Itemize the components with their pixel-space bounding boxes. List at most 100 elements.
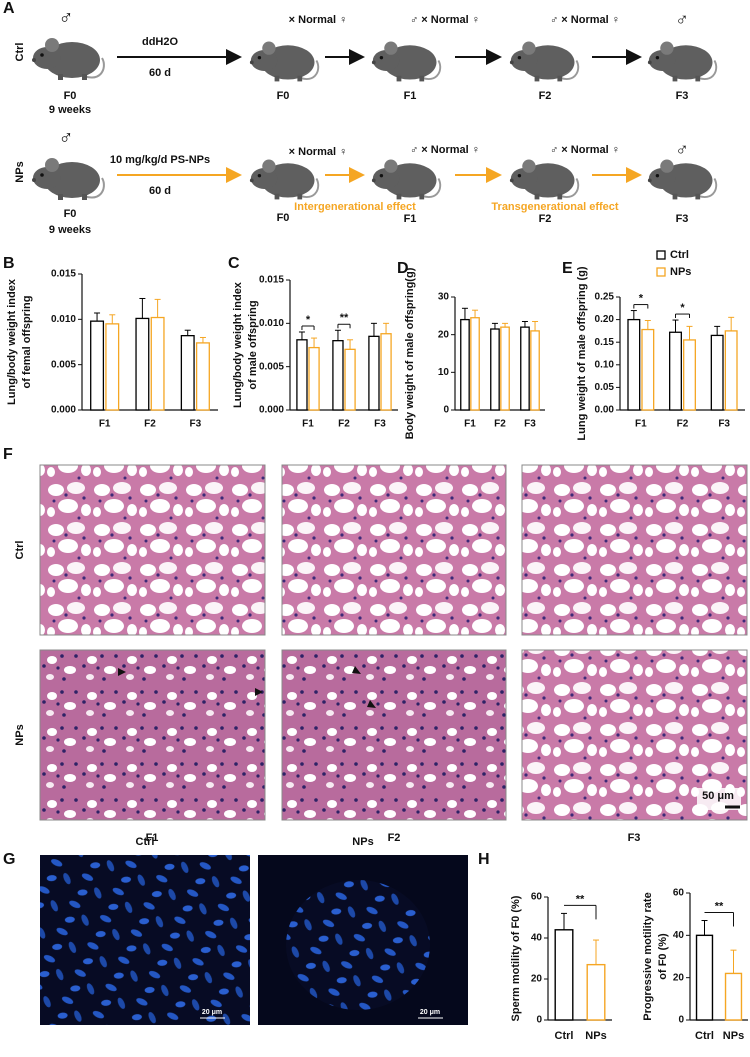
bar xyxy=(683,339,696,411)
generation: F1 xyxy=(404,213,417,225)
cross: ♂ × Normal ♀ xyxy=(550,144,620,156)
scale-bar-label: 20 μm xyxy=(202,1009,222,1016)
bar xyxy=(90,320,105,411)
y-axis-title: Sperm motility of F0 (%) xyxy=(510,895,522,1021)
column-label: F1 xyxy=(146,832,159,844)
bar xyxy=(724,330,738,411)
y-tick-label: 0 xyxy=(536,1015,542,1026)
cross: × Normal ♀ xyxy=(289,146,348,158)
bar xyxy=(344,348,356,411)
significance-label: * xyxy=(680,302,685,314)
y-tick-label: 0.10 xyxy=(595,359,615,370)
group-label: Ctrl xyxy=(14,43,26,62)
cross: ♂ × Normal ♀ xyxy=(550,14,620,26)
panel-label: D xyxy=(397,260,409,277)
y-tick-label: 20 xyxy=(673,972,685,983)
panel-label: E xyxy=(562,260,573,277)
x-tick-label: F2 xyxy=(144,419,156,430)
bar xyxy=(180,335,195,411)
panel-label: G xyxy=(3,851,15,868)
legend-swatch xyxy=(656,267,666,277)
y-tick-label: 0.000 xyxy=(259,405,284,416)
bar xyxy=(554,929,574,1021)
x-tick-label: F1 xyxy=(635,419,647,430)
y-tick-label: 0.25 xyxy=(595,292,615,303)
generation: F0 xyxy=(277,212,290,224)
y-axis-title: Lung/body weight index xyxy=(232,281,244,408)
micrograph xyxy=(40,855,250,1025)
scale-bar-label: 50 μm xyxy=(702,790,734,802)
x-tick-label: F1 xyxy=(302,419,314,430)
scheme-row: Ctrl ♂ ddH2O 60 d F0 9 weeks × Normal ♀ … xyxy=(14,6,718,116)
significance-label: ** xyxy=(576,893,585,905)
y-tick-label: 0.00 xyxy=(595,405,615,416)
effect-label: Transgenerational effect xyxy=(491,201,618,213)
micrograph xyxy=(281,464,507,636)
y-tick-label: 40 xyxy=(531,933,543,944)
bar xyxy=(308,346,320,411)
bar xyxy=(332,340,344,411)
y-axis-title: Body weight of male offspring(g) xyxy=(404,267,416,439)
x-tick-label: Ctrl xyxy=(695,1030,714,1042)
bar xyxy=(380,333,392,411)
y-tick-label: 20 xyxy=(438,329,450,340)
x-tick-label: F3 xyxy=(718,419,730,430)
y-axis-title: Lung/body weight index xyxy=(6,278,18,405)
scheme-row: NPs ♂ 10 mg/kg/d PS-NPs 60 d F0 9 weeks … xyxy=(14,126,718,236)
y-tick-label: 0.005 xyxy=(259,361,284,372)
column-label: NPs xyxy=(352,836,373,848)
significance-label: * xyxy=(306,314,311,326)
y-tick-label: 10 xyxy=(438,367,450,378)
y-tick-label: 0.15 xyxy=(595,337,615,348)
bar xyxy=(710,334,724,411)
y-axis-title: Progressive motility rate xyxy=(642,892,654,1020)
x-tick-label: Ctrl xyxy=(555,1030,574,1042)
y-tick-label: 0.20 xyxy=(595,314,615,325)
generation: F0 xyxy=(64,90,77,102)
bar xyxy=(695,934,714,1021)
bar xyxy=(470,317,480,411)
x-tick-label: NPs xyxy=(723,1030,744,1042)
micrograph xyxy=(39,649,266,821)
y-tick-label: 60 xyxy=(673,888,685,899)
y-axis-title: of male offspring xyxy=(247,300,259,389)
legend-swatch xyxy=(656,250,666,260)
duration: 60 d xyxy=(149,185,171,197)
cross: × Normal ♀ xyxy=(289,14,348,26)
generation: F3 xyxy=(676,213,689,225)
y-tick-label: 30 xyxy=(438,292,450,303)
y-tick-label: 60 xyxy=(531,892,543,903)
age: 9 weeks xyxy=(49,224,91,236)
x-tick-label: F3 xyxy=(189,419,201,430)
bar xyxy=(641,328,655,411)
cross: ♂ × Normal ♀ xyxy=(410,144,480,156)
y-axis-title: of F0 (%) xyxy=(657,933,669,980)
generation: F0 xyxy=(64,208,77,220)
panel-label: H xyxy=(478,851,490,868)
bar xyxy=(296,339,308,411)
legend-label: NPs xyxy=(670,266,691,278)
bar xyxy=(490,328,500,411)
generation: F0 xyxy=(277,90,290,102)
sex-symbol: ♂ xyxy=(59,6,74,28)
cross: ♂ × Normal ♀ xyxy=(410,14,480,26)
legend-label: Ctrl xyxy=(670,249,689,261)
y-axis-title: of femal offspring xyxy=(21,296,33,389)
panel-label: F xyxy=(3,446,13,463)
micrograph xyxy=(281,649,507,821)
column-label: F2 xyxy=(388,832,401,844)
panel-label: B xyxy=(3,255,15,272)
x-tick-label: F3 xyxy=(374,419,386,430)
y-tick-label: 0.015 xyxy=(51,269,76,280)
bar xyxy=(195,342,210,411)
cross: ♂ xyxy=(675,9,689,29)
age: 9 weeks xyxy=(49,104,91,116)
fluorescence: Ctrl NPs 20 μm 20 μm xyxy=(40,836,468,1025)
y-tick-label: 0.05 xyxy=(595,382,615,393)
bar xyxy=(135,317,150,411)
bar xyxy=(669,331,682,411)
x-tick-label: F1 xyxy=(99,419,111,430)
bar xyxy=(105,323,120,411)
bar xyxy=(627,318,641,411)
